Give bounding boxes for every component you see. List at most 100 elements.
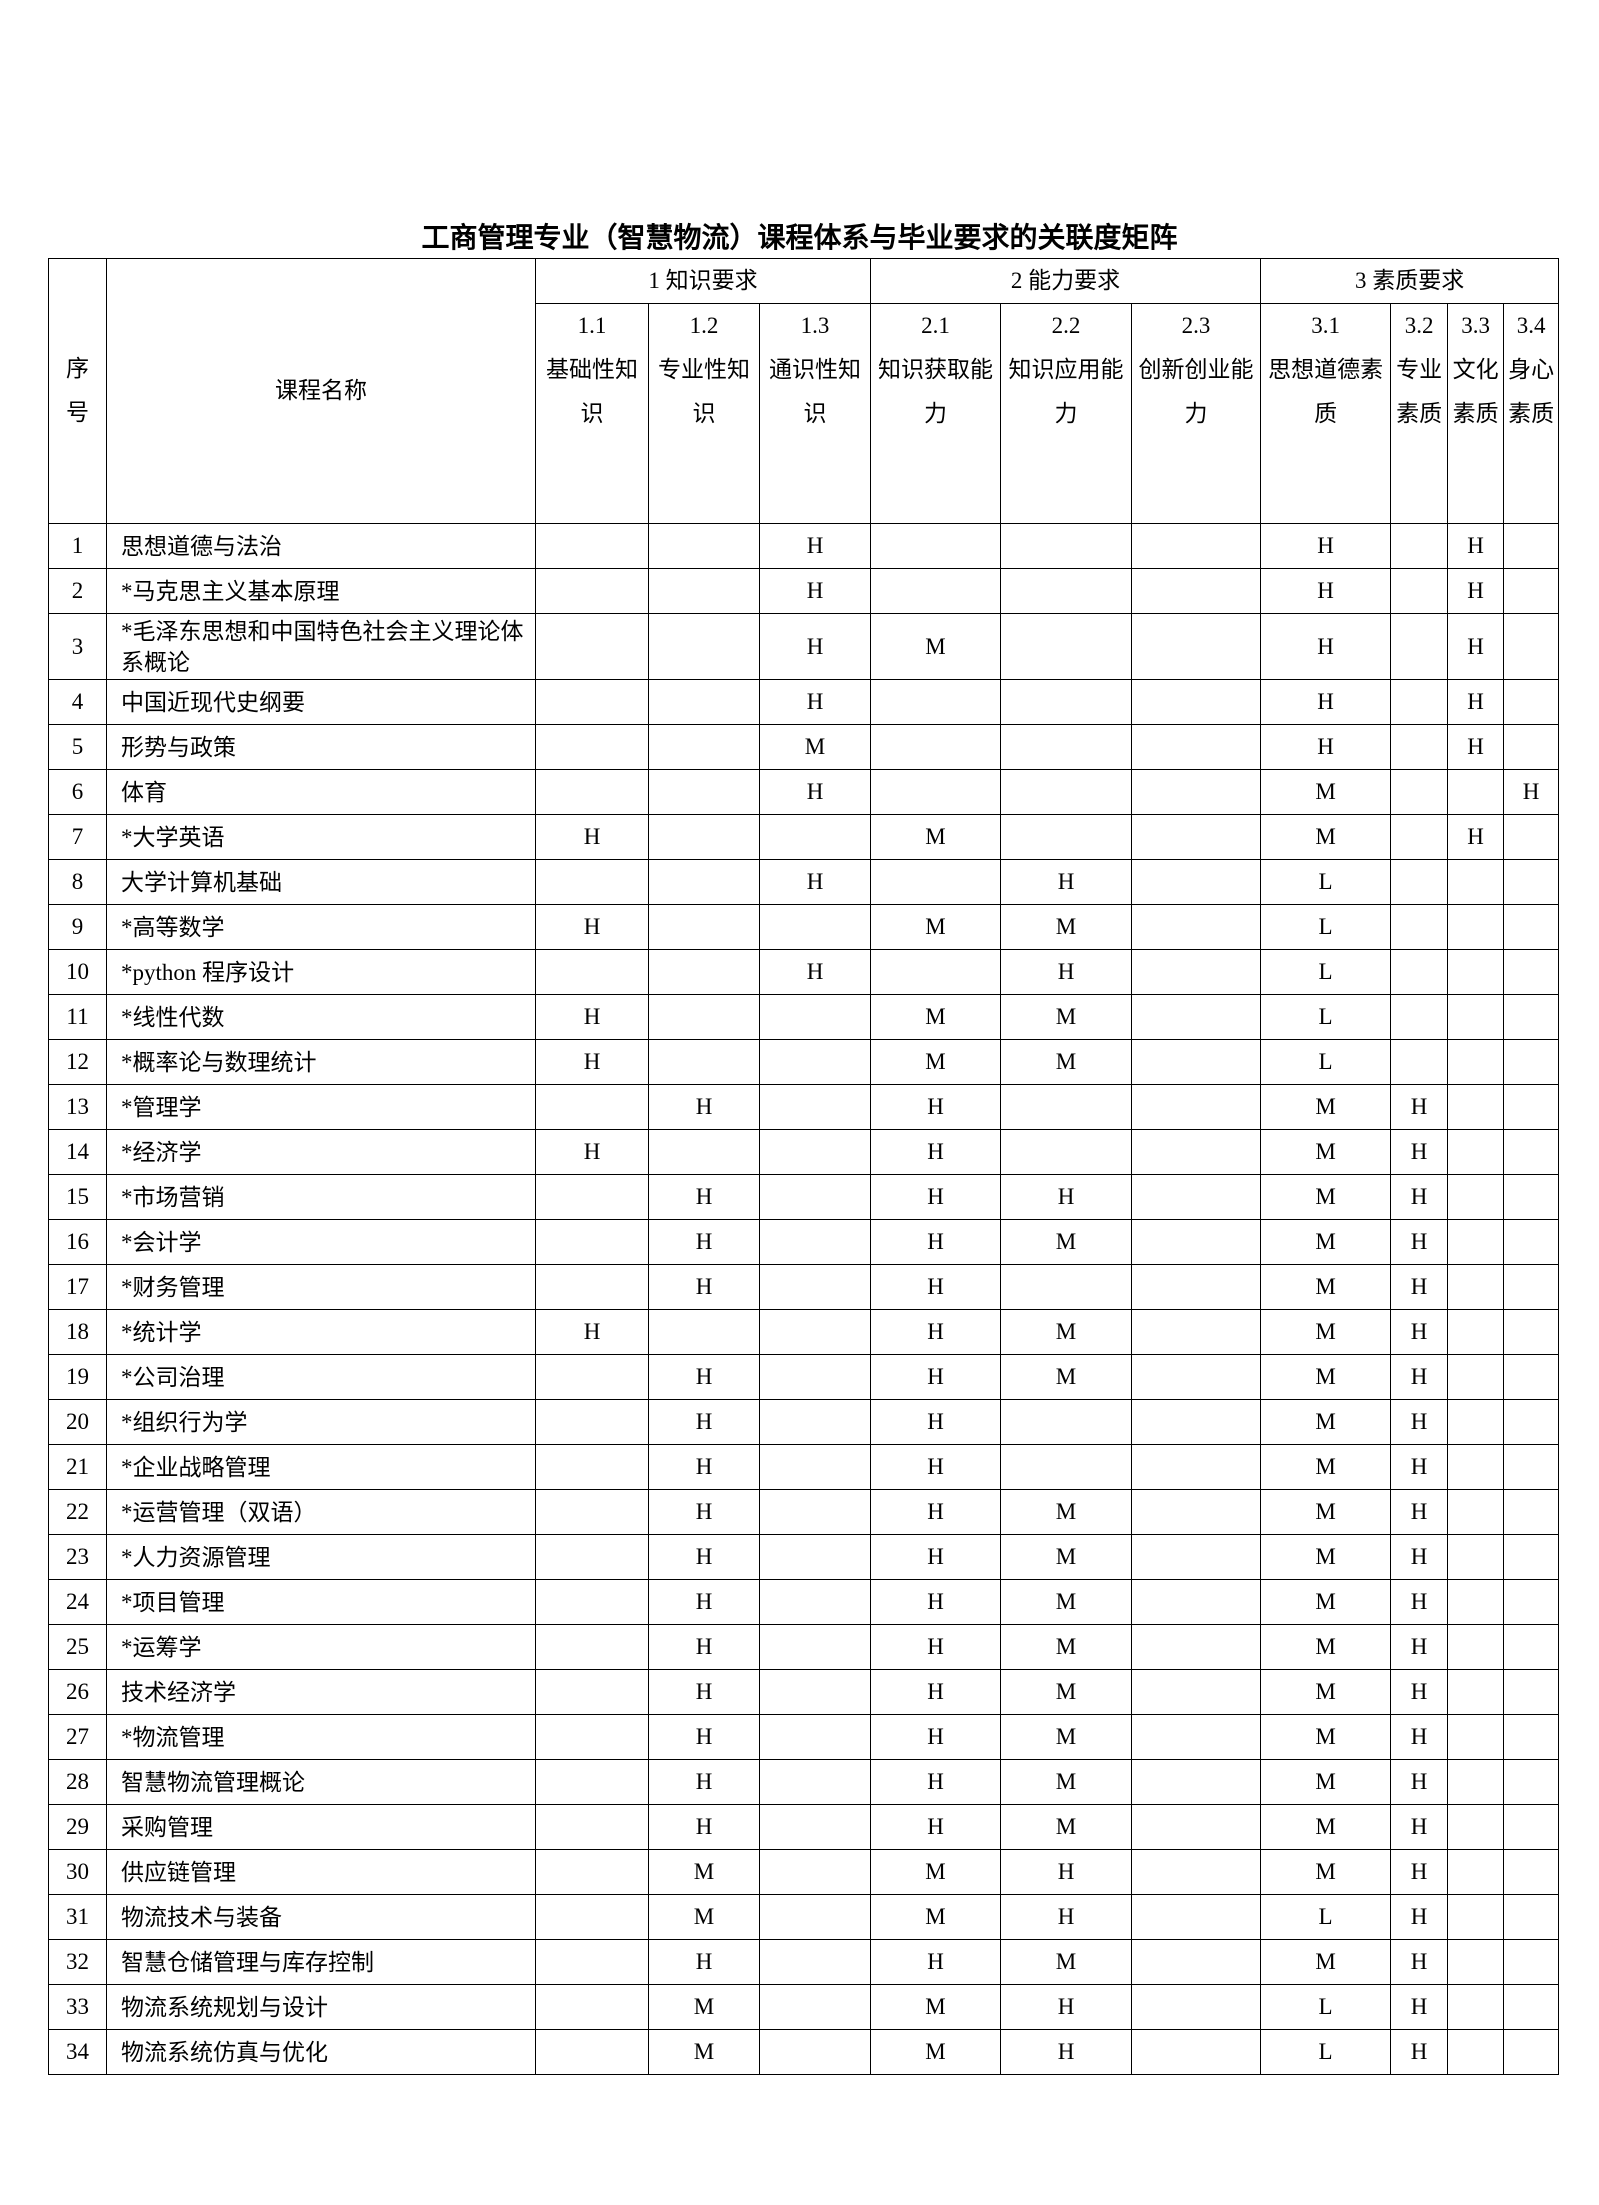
relevance-cell xyxy=(1503,1309,1560,1355)
relevance-cell xyxy=(1503,1669,1560,1715)
row-number: 19 xyxy=(48,1354,107,1400)
relevance-cell xyxy=(758,994,872,1040)
relevance-cell xyxy=(1503,1039,1560,1085)
relevance-cell xyxy=(1131,1984,1262,2030)
relevance-cell: M xyxy=(1260,1219,1392,1265)
row-number: 29 xyxy=(48,1804,107,1850)
relevance-cell xyxy=(1447,1084,1505,1130)
relevance-cell: H xyxy=(1390,1174,1449,1220)
relevance-cell: H xyxy=(648,1399,760,1445)
relevance-cell xyxy=(758,1624,872,1670)
relevance-cell: H xyxy=(870,1264,1002,1310)
relevance-cell xyxy=(535,568,649,614)
relevance-cell: M xyxy=(870,814,1002,860)
table-row: 23 *人力资源管理 H H M M H xyxy=(48,1534,1560,1580)
relevance-cell: H xyxy=(648,1174,760,1220)
row-number: 6 xyxy=(48,769,107,815)
course-name: *马克思主义基本原理 xyxy=(106,568,536,614)
relevance-cell xyxy=(1503,1264,1560,1310)
row-number: 4 xyxy=(48,679,107,725)
course-name: 物流系统仿真与优化 xyxy=(106,2029,536,2075)
relevance-cell xyxy=(1447,1804,1505,1850)
row-number: 24 xyxy=(48,1579,107,1625)
relevance-cell xyxy=(1447,1759,1505,1805)
requirement-label: 身心素质 xyxy=(1508,357,1555,426)
relevance-cell xyxy=(535,769,649,815)
course-name: *企业战略管理 xyxy=(106,1444,536,1490)
relevance-cell: M xyxy=(1000,1669,1133,1715)
relevance-cell: H xyxy=(1390,1354,1449,1400)
relevance-cell xyxy=(535,1399,649,1445)
relevance-cell xyxy=(1447,1399,1505,1445)
relevance-cell xyxy=(648,814,760,860)
relevance-cell xyxy=(1447,994,1505,1040)
requirement-group-header: 1 知识要求 xyxy=(534,258,872,304)
relevance-cell xyxy=(1503,1129,1560,1175)
course-name: *毛泽东思想和中国特色社会主义理论体系概论 xyxy=(106,613,536,680)
table-row: 6 体育 H M H xyxy=(48,769,1560,815)
relevance-cell: H xyxy=(535,1129,649,1175)
relevance-cell xyxy=(535,1579,649,1625)
relevance-cell xyxy=(1503,814,1560,860)
table-row: 9 *高等数学 H M M L xyxy=(48,904,1560,950)
relevance-cell xyxy=(1503,1939,1560,1985)
relevance-cell xyxy=(1131,1354,1262,1400)
document-title: 工商管理专业（智慧物流）课程体系与毕业要求的关联度矩阵 xyxy=(421,221,1178,254)
relevance-cell xyxy=(1131,1174,1262,1220)
relevance-cell: M xyxy=(1260,1084,1392,1130)
relevance-cell xyxy=(1447,2029,1505,2075)
table-row: 14 *经济学 H H M H xyxy=(48,1129,1560,1175)
relevance-cell xyxy=(535,523,649,569)
relevance-cell: H xyxy=(1390,1939,1449,1985)
relevance-cell: H xyxy=(870,1624,1002,1670)
relevance-cell xyxy=(535,2029,649,2075)
relevance-cell: H xyxy=(1390,1264,1449,1310)
relevance-cell: H xyxy=(1390,1849,1449,1895)
relevance-cell: M xyxy=(1000,1714,1133,1760)
course-name: 大学计算机基础 xyxy=(106,859,536,905)
relevance-cell: L xyxy=(1260,949,1392,995)
relevance-cell xyxy=(648,769,760,815)
relevance-cell xyxy=(1000,1399,1133,1445)
relevance-cell xyxy=(535,724,649,770)
relevance-cell: H xyxy=(870,1444,1002,1490)
relevance-cell xyxy=(1447,1489,1505,1535)
requirement-label: 通识性知识 xyxy=(769,357,862,426)
relevance-cell: H xyxy=(1390,1804,1449,1850)
relevance-cell: H xyxy=(648,1444,760,1490)
relevance-cell: M xyxy=(1000,1354,1133,1400)
relevance-cell: H xyxy=(1390,1129,1449,1175)
relevance-cell: M xyxy=(758,724,872,770)
relevance-cell: H xyxy=(648,1219,760,1265)
relevance-cell xyxy=(535,1939,649,1985)
relevance-cell xyxy=(758,1849,872,1895)
row-number: 8 xyxy=(48,859,107,905)
course-name: 中国近现代史纲要 xyxy=(106,679,536,725)
relevance-cell: H xyxy=(870,1534,1002,1580)
relevance-cell: H xyxy=(648,1354,760,1400)
relevance-cell: H xyxy=(1390,1669,1449,1715)
relevance-cell: H xyxy=(535,814,649,860)
requirement-label: 知识获取能力 xyxy=(878,357,994,426)
row-number: 22 xyxy=(48,1489,107,1535)
relevance-cell: H xyxy=(870,1084,1002,1130)
table-row: 8 大学计算机基础 H H L xyxy=(48,859,1560,905)
relevance-cell xyxy=(1131,1534,1262,1580)
table-row: 25 *运筹学 H H M M H xyxy=(48,1624,1560,1670)
relevance-cell: M xyxy=(870,994,1002,1040)
relevance-cell: M xyxy=(870,904,1002,950)
relevance-cell: M xyxy=(1000,1489,1133,1535)
relevance-cell xyxy=(1000,724,1133,770)
table-row: 27 *物流管理 H H M M H xyxy=(48,1714,1560,1760)
course-name: *线性代数 xyxy=(106,994,536,1040)
relevance-cell xyxy=(758,1894,872,1940)
relevance-cell xyxy=(1503,1849,1560,1895)
relevance-cell xyxy=(758,1264,872,1310)
row-number: 7 xyxy=(48,814,107,860)
relevance-cell: H xyxy=(1000,2029,1133,2075)
relevance-cell xyxy=(1000,568,1133,614)
relevance-cell xyxy=(1503,949,1560,995)
requirement-number: 3.1 xyxy=(1311,313,1340,338)
relevance-cell: M xyxy=(1000,1939,1133,1985)
relevance-cell xyxy=(1131,1129,1262,1175)
